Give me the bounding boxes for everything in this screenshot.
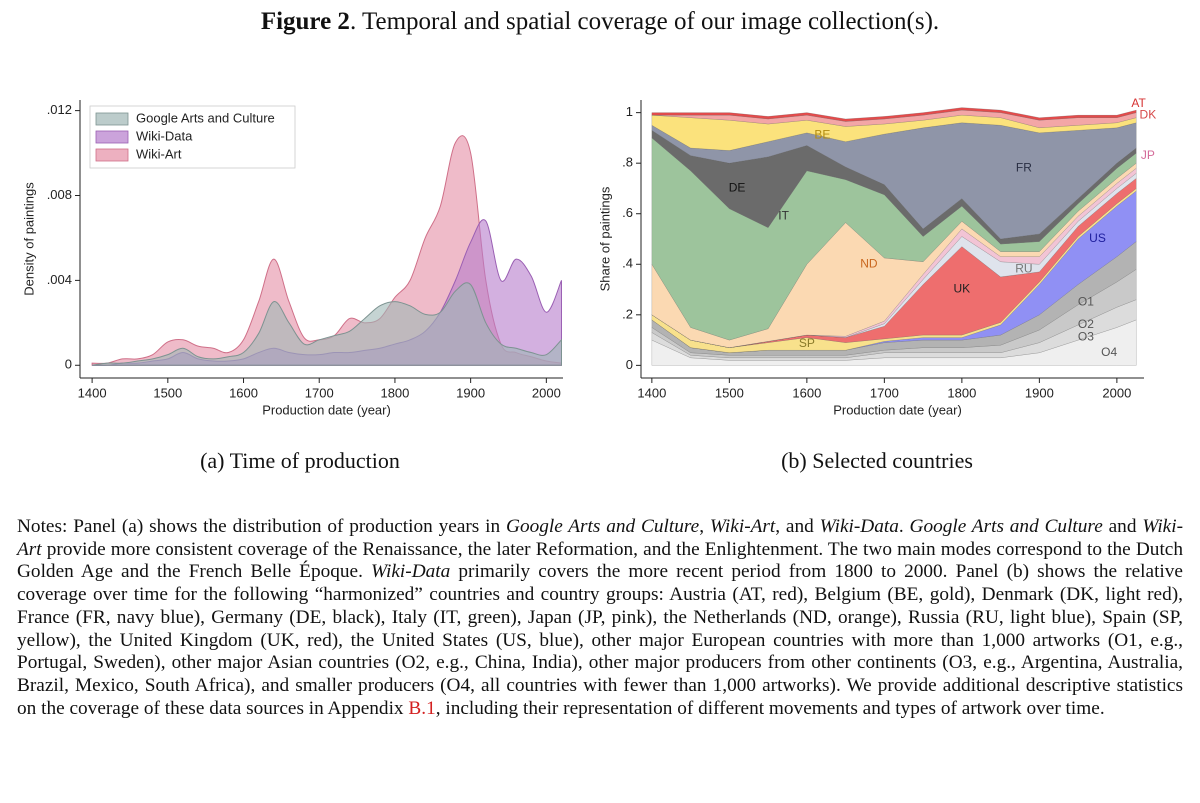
x-tick-label: 2000 bbox=[1102, 385, 1131, 400]
y-tick-label: .004 bbox=[47, 272, 72, 287]
y-tick-label: 0 bbox=[65, 357, 72, 372]
note-text: provide more consistent coverage of the … bbox=[17, 538, 1183, 583]
x-tick-label: 1800 bbox=[380, 385, 409, 400]
legend-swatch bbox=[95, 148, 129, 162]
y-axis-title: Density of paintings bbox=[21, 182, 36, 296]
area-label: JP bbox=[1141, 148, 1155, 162]
figure-text: . Temporal and spatial coverage of our i… bbox=[349, 8, 940, 35]
y-axis-title: Share of paintings bbox=[597, 186, 612, 291]
caption: (a) Time of production bbox=[200, 448, 400, 473]
x-tick-label: 1600 bbox=[229, 385, 258, 400]
area-label: O2 bbox=[1078, 317, 1094, 331]
x-tick-label: 1500 bbox=[715, 385, 744, 400]
x-tick-label: 1500 bbox=[153, 385, 182, 400]
y-tick-label: .4 bbox=[622, 256, 633, 271]
note-text: primarily covers the more recent period … bbox=[17, 561, 1183, 719]
area-label: SP bbox=[799, 336, 815, 350]
note-text: , including their representation of diff… bbox=[435, 697, 1105, 719]
y-tick-label: .012 bbox=[47, 102, 72, 117]
area-label: O3 bbox=[1078, 330, 1094, 344]
note-text: and bbox=[1102, 516, 1143, 537]
x-tick-label: 1400 bbox=[78, 385, 107, 400]
note-text: . bbox=[898, 516, 910, 537]
x-tick-label: 1600 bbox=[792, 385, 821, 400]
note-text: , and bbox=[775, 516, 820, 537]
legend-label: Wiki-Data bbox=[136, 128, 193, 143]
legend-label: Google Arts and Culture bbox=[136, 110, 275, 125]
x-tick-label: 1800 bbox=[947, 385, 976, 400]
figure-label: Figure 2 bbox=[260, 8, 350, 35]
x-axis-title: Production date (year) bbox=[262, 402, 391, 417]
x-tick-label: 1700 bbox=[870, 385, 899, 400]
x-axis-title: Production date (year) bbox=[833, 402, 962, 417]
note-text: Wiki-Art bbox=[17, 516, 1184, 560]
area-label: FR bbox=[1016, 160, 1032, 174]
plot bbox=[91, 135, 562, 366]
note-text: Wiki-Data bbox=[819, 516, 899, 537]
density-area bbox=[92, 282, 562, 366]
note-text: Notes: Panel (a) shows the distribution … bbox=[17, 516, 507, 537]
x-tick-label: 1400 bbox=[637, 385, 666, 400]
area-label: AT bbox=[1131, 96, 1146, 110]
y-tick-label: .8 bbox=[622, 155, 633, 170]
area-label: O4 bbox=[1101, 345, 1117, 359]
share-area bbox=[651, 107, 1137, 122]
area-label: DK bbox=[1140, 107, 1157, 121]
x-tick-label: 1900 bbox=[456, 385, 485, 400]
x-tick-label: 1900 bbox=[1025, 385, 1054, 400]
y-tick-label: .2 bbox=[622, 306, 633, 321]
y-tick-label: .6 bbox=[622, 205, 633, 220]
y-tick-label: .008 bbox=[47, 187, 72, 202]
area-label: O1 bbox=[1078, 294, 1094, 308]
area-label: DE bbox=[729, 181, 746, 195]
charts: Google Arts and Culture Wiki-Data Wiki-Art… bbox=[21, 96, 1157, 473]
y-tick-label: 0 bbox=[626, 357, 633, 372]
legend-label: Wiki-Art bbox=[136, 146, 182, 161]
note-text: Wiki-Data bbox=[371, 561, 451, 583]
note-text[interactable]: B.1 bbox=[408, 697, 436, 719]
note-text: Google Arts and Culture bbox=[506, 516, 700, 537]
x-tick-label: 1700 bbox=[305, 385, 334, 400]
area-label: IT bbox=[778, 208, 789, 222]
legend-swatch bbox=[95, 112, 129, 126]
figure-title: Figure 2. Temporal and spatial coverage … bbox=[0, 8, 1200, 36]
area-label: US bbox=[1089, 231, 1106, 245]
y-tick-label: 1 bbox=[626, 104, 633, 119]
note-text: Google Arts and Culture bbox=[909, 516, 1103, 537]
legend-swatch bbox=[95, 130, 129, 144]
notes: Notes: Panel (a) shows the distribution … bbox=[17, 516, 1183, 720]
note-text: , bbox=[699, 516, 710, 537]
area-label: RU bbox=[1015, 261, 1032, 275]
caption: (b) Selected countries bbox=[781, 448, 973, 473]
x-tick-label: 2000 bbox=[532, 385, 561, 400]
area-label: UK bbox=[954, 282, 971, 296]
note-text: Wiki-Art bbox=[709, 516, 776, 537]
area-label: BE bbox=[814, 128, 830, 142]
area-label: ND bbox=[860, 256, 878, 270]
plot bbox=[651, 107, 1137, 366]
